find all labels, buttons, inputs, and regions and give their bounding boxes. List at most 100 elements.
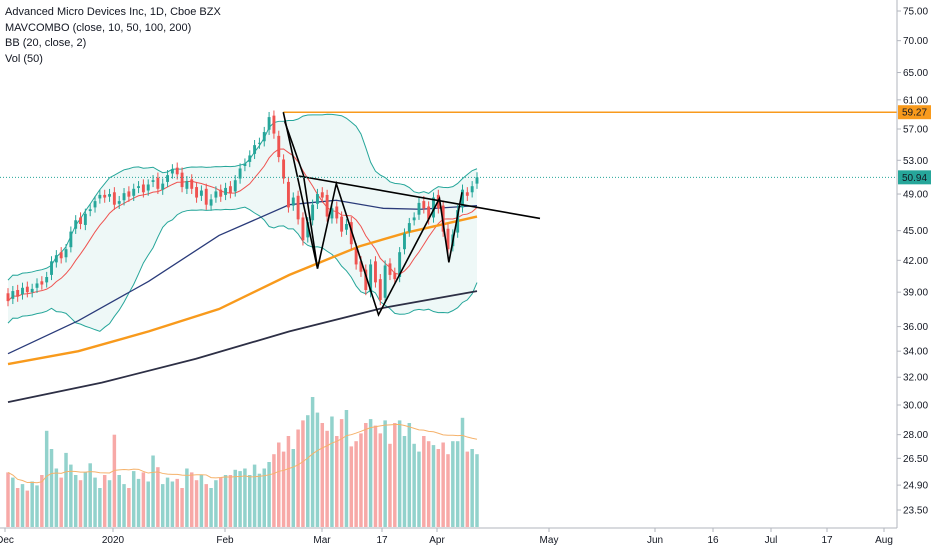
candle-body [228,186,232,194]
candle-body [345,224,348,230]
candle-body [359,261,363,272]
candle-body [25,286,29,293]
candle-body [335,206,339,219]
legend-bollinger[interactable]: BB (20, close, 2) [5,37,87,49]
volume-bar [127,488,131,527]
volume-bar [455,441,460,527]
volume-bar [325,430,329,527]
price-tick-label: 24.90 [903,481,928,492]
candle-body [446,228,450,250]
candle-body [35,283,39,288]
volume-bar [122,484,126,527]
candle-body [117,201,121,204]
candle-body [132,188,136,196]
legend-mavcombo[interactable]: MAVCOMBO (close, 10, 50, 100, 200) [5,21,192,34]
price-tag-label: 50.94 [902,173,927,184]
bollinger-lower-line [7,206,478,332]
price-tick-label: 42.00 [903,256,928,267]
volume-bar [170,481,175,527]
volume-bar [388,443,392,527]
volume-bar [49,449,54,527]
candle-body [88,209,92,212]
volume-bar [277,442,281,527]
volume-bar [315,412,320,527]
volume-bar [194,480,199,527]
candle-body [407,223,411,232]
volume-bar [40,475,44,527]
candle-body [340,216,344,232]
price-tick-label: 53.00 [903,156,928,167]
volume-bar [262,468,266,527]
candle-body [383,265,387,298]
volume-bar [359,433,363,527]
volume-bar [475,454,479,527]
candle-body [16,289,20,297]
bollinger-band-fill [7,113,478,332]
candle-body [286,181,290,208]
volume-bar [228,475,233,527]
time-tick-label: 16 [707,535,719,546]
candle-body [369,264,373,293]
volume-bar [460,417,465,527]
volume-bar [243,468,247,527]
candle-body [195,187,199,198]
price-tick-label: 65.00 [903,68,928,79]
candle-body [374,261,377,283]
volume-bar [131,471,136,527]
candle-body [301,217,305,241]
candle-body [248,155,252,162]
volume-bar [431,445,436,527]
candle-body [170,169,174,174]
candle-body [325,194,329,217]
volume-bar [209,488,213,527]
candle-body [79,217,82,225]
price-axis[interactable]: 75.00 70.00 65.00 61.00 57.00 53.00 49.00 45.00… [896,0,928,528]
volume-bar [339,419,344,527]
volume-bar [252,464,257,527]
legend-title[interactable]: Advanced Micro Devices Inc, 1D, Cboe BZX [5,6,221,18]
volume-bar [83,472,88,527]
candle-body [146,184,150,191]
volume-bar [20,484,25,527]
legend-volume[interactable]: Vol (50) [5,52,43,65]
volume-bar [151,455,155,527]
candle-body [69,231,73,248]
time-tick-label: Feb [216,535,234,546]
volume-bar [301,420,305,527]
candle-body [45,277,49,283]
volume-bar [11,477,15,527]
candle-body [277,135,281,158]
price-tick-label: 75.00 [903,7,928,18]
candle-body [267,117,271,130]
volume-bar [185,468,189,527]
candle-body [243,163,247,167]
candle-body [388,263,392,275]
candle-body [59,252,63,259]
price-tick-label: 32.00 [903,373,928,384]
volume-bar [233,469,237,527]
volume-bar [397,420,402,527]
volume-bar [160,484,165,527]
volume-bar [214,480,218,527]
volume-bar [368,419,373,527]
volume-bar [219,477,223,527]
volume-bar [281,451,286,527]
time-tick-label: Jun [647,535,663,546]
time-axis[interactable]: Dec 2020 Feb Mar 17 Apr May Jun 16 Jul 17 Aug [0,527,897,546]
price-tick-label: 30.00 [903,400,928,411]
candle-body [417,202,421,215]
volume-bar [422,436,426,527]
volume-bar [286,436,291,527]
candle-body [209,199,213,206]
price-tick-label: 39.00 [903,288,928,299]
candle-body [185,181,189,189]
volume-bar [54,468,59,527]
volume-bar [465,451,470,527]
candle-body [224,187,228,195]
time-tick-label: Dec [0,535,14,546]
volume-bar [112,434,117,527]
volume-bar [88,463,92,527]
volume-bar [98,488,102,527]
candle-body [320,192,324,198]
